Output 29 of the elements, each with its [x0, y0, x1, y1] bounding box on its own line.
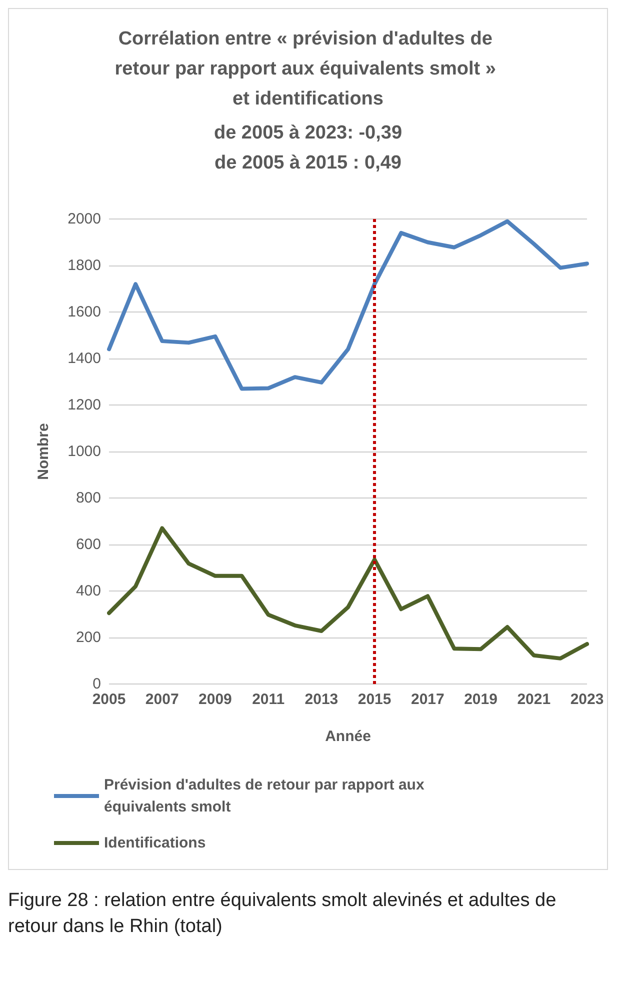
- x-tick-label: 2021: [517, 691, 551, 708]
- x-tick-label: 2013: [304, 691, 338, 708]
- legend-label: Identifications: [104, 834, 206, 852]
- y-axis-title: Nombre: [35, 423, 52, 480]
- x-tick-label: 2019: [464, 691, 498, 708]
- line-series: [107, 219, 589, 391]
- y-tick-label: 1200: [68, 396, 101, 414]
- y-tick-label: 1800: [68, 257, 101, 274]
- y-tick-label: 1600: [68, 304, 101, 320]
- x-axis-title: Année: [325, 728, 371, 745]
- y-tick-label: 800: [76, 490, 101, 506]
- y-tick-label: 200: [76, 629, 101, 646]
- y-tick-label: 1400: [68, 350, 101, 367]
- x-tick-label: 2011: [252, 691, 285, 708]
- x-tick-label: 2017: [410, 691, 444, 708]
- x-tick-label: 2009: [198, 691, 232, 708]
- x-tick-label: 2005: [92, 691, 126, 708]
- y-tick-label: 0: [92, 676, 101, 692]
- line-series: [107, 526, 589, 660]
- caption: Figure 28 : relation entre équivalents smolt alevinés et adultes de retour dans le Rhin (total): [8, 889, 558, 939]
- y-tick-label: 400: [76, 582, 101, 600]
- x-tick-label: 2015: [358, 691, 392, 708]
- y-tick-label: 2000: [68, 210, 101, 228]
- y-tick-label: 600: [76, 536, 101, 553]
- x-tick-label: 2023: [570, 691, 604, 708]
- legend-label: Prévision d'adultes de retour par rapport aux équivalents smolt: [104, 776, 428, 816]
- chart-subtitle: de 2005 à 2023: -0,39 de 2005 à 2015 : 0,49: [214, 122, 402, 174]
- x-tick-label: 2007: [145, 691, 179, 708]
- y-tick-label: 1000: [68, 443, 101, 460]
